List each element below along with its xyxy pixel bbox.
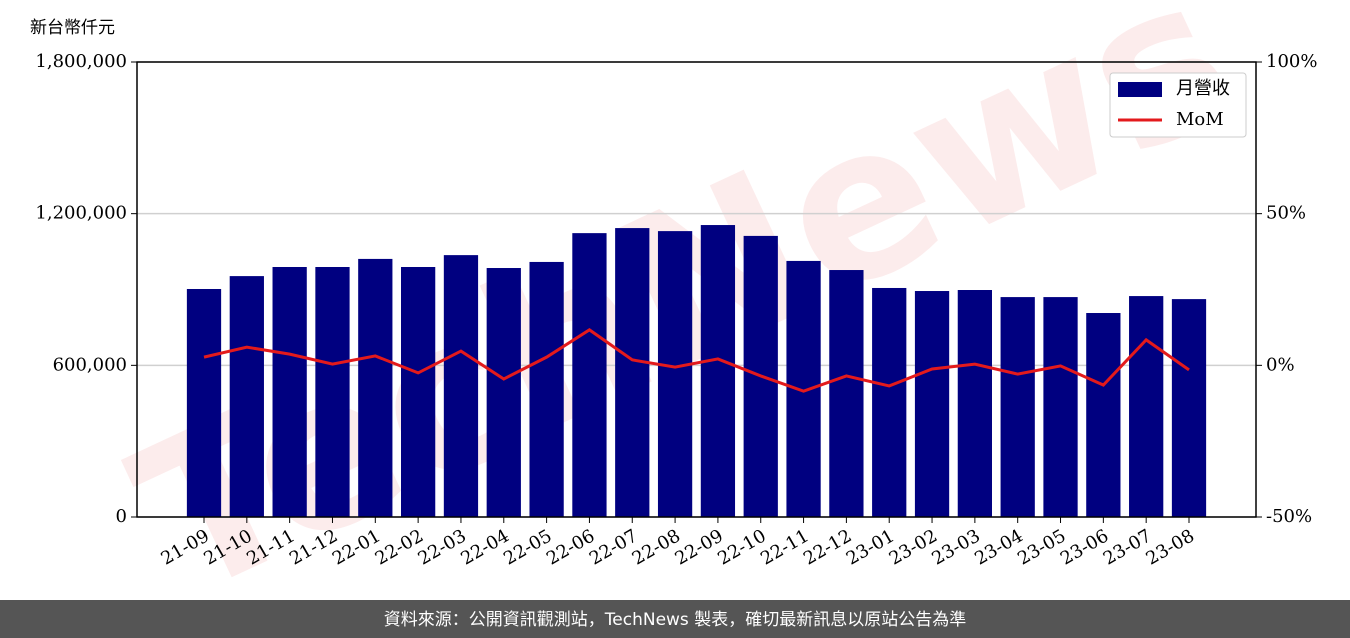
x-tick-label: 22-11 bbox=[757, 525, 812, 569]
bar bbox=[272, 267, 307, 517]
legend-label: 月營收 bbox=[1176, 78, 1230, 99]
bar bbox=[358, 258, 393, 517]
bar bbox=[615, 228, 650, 517]
x-tick-label: 22-05 bbox=[500, 525, 555, 569]
bar bbox=[529, 261, 564, 517]
bar bbox=[186, 288, 222, 517]
bar bbox=[1171, 299, 1207, 517]
bar bbox=[443, 255, 479, 517]
footer: 資料來源：公開資訊觀測站，TechNews 製表，確切最新訊息以原站公告為準 bbox=[384, 610, 966, 630]
bar bbox=[872, 287, 907, 517]
bar bbox=[315, 267, 350, 517]
x-tick-label: 23-05 bbox=[1014, 525, 1069, 569]
y-tick-label: 1,200,000 bbox=[35, 203, 127, 224]
y-tick-label: 0 bbox=[116, 506, 127, 527]
x-tick-label: 22-06 bbox=[543, 525, 598, 569]
bar bbox=[786, 260, 821, 517]
bar bbox=[957, 290, 992, 517]
x-tick-label: 22-12 bbox=[800, 525, 855, 569]
x-tick-label: 22-10 bbox=[714, 525, 769, 569]
x-tick-label: 22-09 bbox=[671, 525, 726, 569]
x-tick-label: 23-03 bbox=[928, 525, 983, 569]
x-tick-label: 22-04 bbox=[457, 525, 512, 569]
y-tick-label: 600,000 bbox=[53, 354, 127, 375]
y2-tick-label: 50% bbox=[1266, 203, 1306, 224]
bar bbox=[1129, 296, 1164, 517]
bar bbox=[401, 267, 436, 517]
y2-tick-label: -50% bbox=[1266, 506, 1312, 527]
x-tick-label: 23-08 bbox=[1143, 525, 1198, 569]
y-tick-label: 1,800,000 bbox=[35, 51, 127, 72]
bar bbox=[914, 291, 950, 517]
footer-bar bbox=[0, 600, 1350, 638]
x-tick-label: 22-07 bbox=[586, 525, 641, 569]
legend-label: MoM bbox=[1176, 109, 1224, 130]
bar bbox=[700, 225, 736, 517]
x-tick-label: 23-01 bbox=[843, 525, 898, 569]
bar bbox=[657, 231, 693, 517]
y2-tick-label: 0% bbox=[1266, 354, 1295, 375]
x-tick-label: 22-08 bbox=[629, 525, 684, 569]
bar bbox=[572, 233, 607, 517]
legend-swatch bbox=[1118, 82, 1162, 97]
y-axis-label: 新台幣仟元 bbox=[30, 18, 115, 38]
line bbox=[203, 328, 1190, 393]
y2-tick-label: 100% bbox=[1266, 51, 1317, 72]
x-tick-label: 23-06 bbox=[1057, 525, 1112, 569]
bar bbox=[829, 270, 864, 517]
bar bbox=[1000, 297, 1035, 517]
bar bbox=[486, 268, 521, 517]
bar bbox=[229, 276, 264, 517]
x-tick-label: 23-02 bbox=[886, 525, 941, 569]
bar bbox=[1043, 297, 1078, 517]
plot-frame bbox=[136, 61, 1257, 518]
x-tick-label: 23-07 bbox=[1100, 525, 1155, 569]
bar bbox=[1086, 313, 1121, 517]
x-tick-label: 23-04 bbox=[971, 525, 1026, 569]
